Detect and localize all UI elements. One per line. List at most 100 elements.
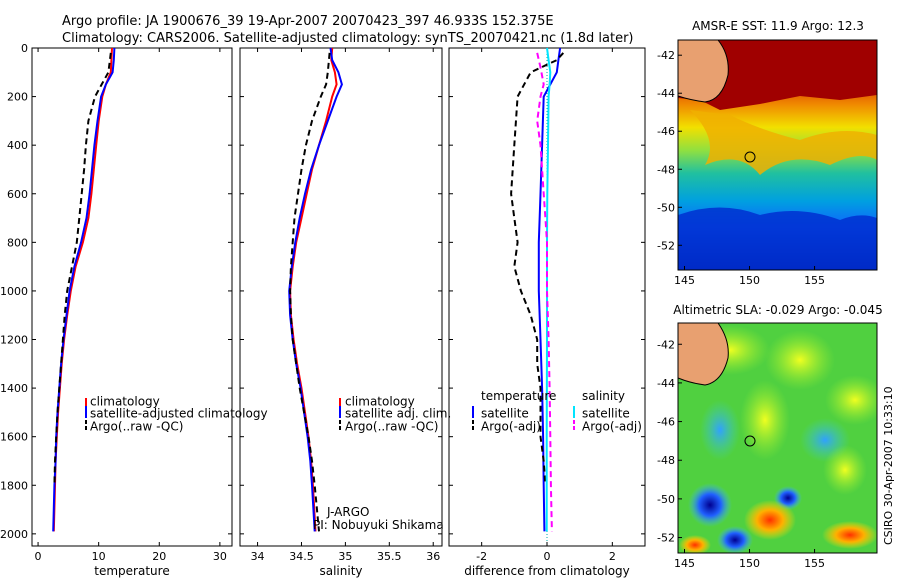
map-x-tick-label: 145: [674, 274, 695, 287]
map-y-tick-label: -52: [657, 532, 675, 545]
sst-map: AMSR-E SST: 11.9 Argo: 12.3 145 150 155 -42…: [657, 19, 878, 287]
tasmania-land-2: [678, 323, 729, 386]
map-y-tick-label: -48: [657, 454, 675, 467]
legend-label-temp-argo: Argo(-adj): [481, 420, 541, 434]
y-tick-label: 1600: [0, 431, 28, 444]
sst-map-frame: [677, 39, 878, 271]
map-y-tick-label: -48: [657, 163, 675, 176]
x-tick-label: 0: [544, 550, 551, 563]
y-tick-label: 0: [21, 42, 28, 55]
map-y-tick-label: -44: [657, 87, 675, 100]
legend-heading-salinity: salinity: [582, 389, 625, 403]
sst-front: [690, 110, 877, 175]
salinity-legend: climatology satellite adj. clim. Argo(..…: [313, 395, 451, 533]
x-tick-label: 36: [426, 550, 440, 563]
legend-label-sal-sat: satellite: [582, 407, 630, 421]
map-x-tick-label: 150: [739, 557, 760, 570]
temperature-series-2: [53, 52, 112, 486]
map-x-tick-label: 155: [804, 557, 825, 570]
x-tick-label: 34: [251, 550, 265, 563]
sst-map-axes: 145 150 155 -42 -44 -46 -48 -50 -52: [657, 49, 825, 287]
sla-argo-marker: [744, 435, 756, 447]
map-y-tick-label: -50: [657, 493, 675, 506]
map-x-tick-label: 155: [804, 274, 825, 287]
legend-label-sal-argo: Argo(..raw -QC): [345, 420, 438, 434]
tasmania-land: [678, 40, 729, 103]
sla-high-4: [740, 380, 790, 460]
x-tick-label: 35: [338, 550, 352, 563]
side-label: CSIRO 30-Apr-2007 10:33:10: [882, 386, 895, 545]
sla-high-6: [744, 500, 796, 540]
sla-low-5: [717, 526, 753, 553]
legend-label-satellite: satellite-adjusted climatology: [90, 407, 268, 421]
salinity-series-2: [289, 52, 331, 532]
x-tick-label: 2: [609, 550, 616, 563]
salinity-series-1: [288, 47, 343, 532]
y-tick-label: 1000: [0, 285, 28, 298]
difference-series-2: [545, 47, 552, 532]
annotation-program: J-ARGO: [326, 505, 369, 519]
sla-map-frame: [677, 322, 878, 554]
sla-low-3: [688, 483, 732, 527]
temperature-series-1: [52, 47, 116, 532]
figure-title-line2: Climatology: CARS2006. Satellite-adjuste…: [62, 31, 634, 46]
temperature-frame: [31, 47, 233, 547]
y-tick-label: 400: [7, 139, 28, 152]
x-tick-label: 35.5: [377, 550, 402, 563]
x-tick-label: -2: [476, 550, 487, 563]
y-tick-label: 1400: [0, 382, 28, 395]
sla-high-5: [823, 445, 867, 495]
map-y-tick-label: -46: [657, 125, 675, 138]
annotation-pi: PI: Nobuyuki Shikama: [313, 518, 444, 532]
y-tick-label: 1800: [0, 479, 28, 492]
legend-label-sal-adj: Argo(-adj): [582, 420, 642, 434]
salinity-series-0: [289, 47, 338, 532]
legend-heading-temperature: temperature: [481, 389, 556, 403]
salinity-panel: 34 34.5 35 35.5 36 salinity: [239, 47, 443, 578]
sst-warm-region: [678, 40, 877, 110]
y-tick-label: 2000: [0, 528, 28, 541]
map-y-tick-label: -46: [657, 416, 675, 429]
difference-series-0: [537, 47, 562, 532]
sst-cold-region: [678, 207, 877, 270]
sla-high-8: [822, 521, 877, 549]
sst-map-title: AMSR-E SST: 11.9 Argo: 12.3: [692, 19, 864, 33]
sst-argo-marker: [744, 151, 756, 163]
map-y-tick-label: -50: [657, 201, 675, 214]
y-tick-label: 600: [7, 188, 28, 201]
sla-low-1: [700, 400, 740, 460]
map-x-tick-label: 150: [739, 274, 760, 287]
sla-high-2: [765, 330, 835, 390]
figure-title-line1: Argo profile: JA 1900676_39 19-Apr-2007 …: [62, 14, 554, 29]
x-tick-label: 0: [35, 550, 42, 563]
y-tick-label: 200: [7, 91, 28, 104]
temperature-series-0: [52, 47, 113, 532]
salinity-frame: [239, 47, 443, 547]
legend-label-argo: Argo(..raw -QC): [90, 420, 183, 434]
sla-map-title: Altimetric SLA: -0.029 Argo: -0.045: [673, 303, 882, 317]
x-tick-label: 10: [92, 550, 106, 563]
legend-label-temp-satellite: satellite: [481, 407, 529, 421]
salinity-xlabel: salinity: [319, 564, 362, 578]
temperature-xlabel: temperature: [94, 564, 169, 578]
map-y-tick-label: -44: [657, 377, 675, 390]
map-y-tick-label: -52: [657, 239, 675, 252]
difference-series-3: [536, 52, 553, 532]
y-tick-label: 1200: [0, 334, 28, 347]
sla-high-3: [825, 375, 877, 425]
difference-series-1: [510, 52, 565, 486]
sla-map-axes: 145 150 155 -42 -44 -46 -48 -50 -52: [657, 338, 825, 570]
sla-high-7: [679, 535, 711, 553]
legend-label-sal-satellite: satellite adj. clim.: [345, 407, 451, 421]
temperature-legend: climatology satellite-adjusted climatolo…: [85, 395, 268, 434]
x-tick-label: 20: [152, 550, 166, 563]
sla-map: Altimetric SLA: -0.029 Argo: -0.045 145 1…: [657, 303, 883, 570]
legend-label-climatology: climatology: [90, 395, 160, 409]
x-tick-label: 30: [213, 550, 227, 563]
x-tick-label: 34.5: [289, 550, 314, 563]
map-x-tick-label: 145: [674, 557, 695, 570]
difference-xlabel: difference from climatology: [464, 564, 630, 578]
legend-label-sal-climatology: climatology: [345, 395, 415, 409]
